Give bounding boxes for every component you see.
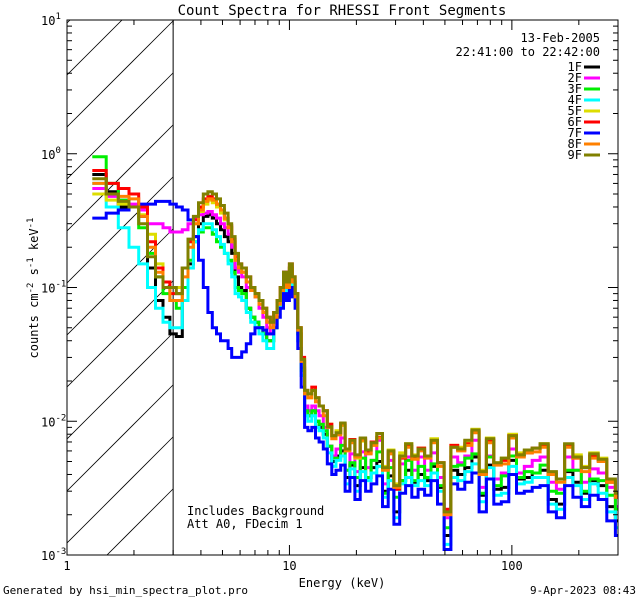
- footer-generator: Generated by hsi_min_spectra_plot.pro: [3, 584, 248, 597]
- legend-label-4F: 4F: [568, 93, 582, 107]
- legend-label-8F: 8F: [568, 137, 582, 151]
- legend-label-1F: 1F: [568, 60, 582, 74]
- legend-label-7F: 7F: [568, 126, 582, 140]
- x-tick-label: 100: [501, 559, 523, 573]
- date-label: 13-Feb-2005: [521, 31, 600, 45]
- hatch-line: [67, 124, 174, 232]
- plot-frame: [66, 19, 619, 556]
- footer-timestamp: 9-Apr-2023 08:43: [530, 584, 636, 597]
- hatch-line: [67, 332, 174, 440]
- hatch-line: [67, 176, 174, 284]
- x-tick-label: 1: [63, 559, 70, 573]
- hatch-line: [67, 20, 174, 128]
- hatch-line: [67, 384, 174, 492]
- legend-label-2F: 2F: [568, 71, 582, 85]
- hatch-line: [106, 488, 174, 555]
- legend-label-3F: 3F: [568, 82, 582, 96]
- series-line-9F: [92, 177, 618, 514]
- y-axis-label: counts cm-2 s-1 keV-1: [26, 218, 41, 359]
- series-layer: [92, 155, 618, 551]
- note-background: Includes Background: [187, 504, 324, 518]
- chart-title: Count Spectra for RHESSI Front Segments: [178, 3, 507, 19]
- note-attenuator: Att A0, FDecim 1: [187, 517, 303, 531]
- legend-label-6F: 6F: [568, 115, 582, 129]
- hatch-line: [67, 72, 174, 180]
- x-tick-label: 10: [282, 559, 296, 573]
- series-line-7F: [92, 199, 618, 551]
- legend-label-5F: 5F: [568, 104, 582, 118]
- time-range-label: 22:41:00 to 22:42:00: [456, 45, 601, 59]
- hatch-line: [67, 20, 123, 76]
- legend-label-9F: 9F: [568, 148, 582, 162]
- x-axis-label: Energy (keV): [299, 576, 386, 590]
- hatch-line: [67, 436, 174, 544]
